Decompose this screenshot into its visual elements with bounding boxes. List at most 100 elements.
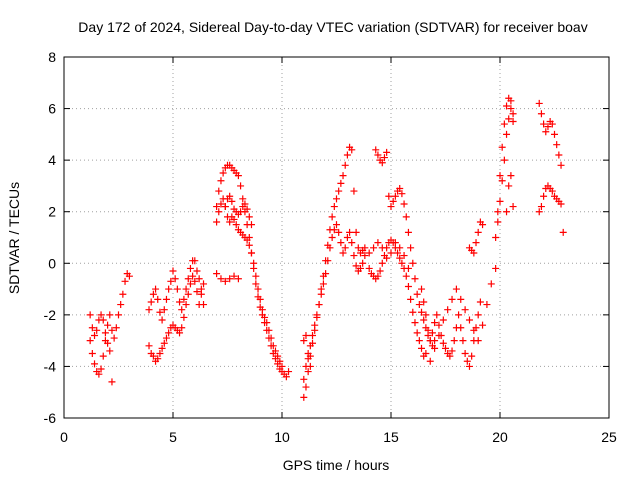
- data-point: [232, 221, 240, 229]
- data-point: [356, 264, 364, 272]
- data-point: [319, 280, 327, 288]
- data-point: [104, 339, 112, 347]
- data-point: [420, 316, 428, 324]
- data-point: [402, 213, 410, 221]
- data-point: [537, 203, 545, 211]
- data-point: [472, 239, 480, 247]
- data-point: [167, 277, 175, 285]
- data-point: [110, 334, 118, 342]
- y-tick-label: 6: [48, 101, 56, 117]
- data-point: [234, 172, 242, 180]
- data-point: [274, 352, 282, 360]
- data-point: [317, 290, 325, 298]
- data-point: [154, 355, 162, 363]
- data-point: [97, 365, 105, 373]
- data-point: [91, 360, 99, 368]
- data-point: [474, 311, 482, 319]
- x-tick-label: 5: [169, 429, 177, 445]
- data-point: [330, 226, 338, 234]
- data-point: [361, 244, 369, 252]
- data-point: [442, 344, 449, 352]
- data-point: [426, 357, 434, 365]
- data-point: [86, 311, 94, 319]
- data-point: [252, 280, 260, 288]
- data-point: [361, 252, 369, 260]
- data-point: [276, 357, 284, 365]
- data-point: [119, 290, 127, 298]
- data-point: [191, 257, 199, 265]
- data-point: [509, 203, 517, 211]
- data-point: [448, 295, 456, 303]
- y-tick-label: 2: [48, 204, 56, 220]
- data-point: [335, 187, 343, 195]
- data-point: [99, 352, 107, 360]
- data-point: [343, 234, 351, 241]
- data-point: [145, 342, 153, 350]
- data-point: [348, 239, 356, 247]
- data-point: [365, 264, 373, 272]
- data-point: [385, 192, 393, 200]
- data-point: [348, 146, 356, 154]
- data-point: [359, 259, 367, 267]
- data-point: [91, 331, 99, 339]
- data-point: [337, 179, 345, 187]
- data-point: [465, 362, 473, 370]
- data-point: [422, 311, 430, 319]
- data-point: [435, 321, 443, 329]
- data-point: [217, 177, 225, 185]
- data-point: [557, 161, 565, 169]
- data-point: [483, 301, 491, 309]
- x-tick-label: 10: [274, 429, 290, 445]
- data-point: [404, 264, 412, 272]
- data-point: [372, 146, 380, 154]
- data-point: [93, 326, 101, 334]
- data-point: [537, 110, 545, 118]
- data-point: [267, 334, 275, 342]
- data-point: [309, 331, 317, 339]
- data-point: [191, 277, 199, 285]
- y-tick-label: 4: [48, 152, 56, 168]
- data-point: [411, 275, 419, 283]
- data-point: [304, 350, 312, 358]
- data-point: [300, 337, 308, 345]
- data-point: [503, 130, 511, 138]
- data-point: [162, 295, 170, 303]
- data-point: [245, 241, 253, 249]
- data-point: [158, 316, 166, 324]
- data-point: [418, 308, 426, 316]
- data-point: [444, 306, 452, 314]
- data-point: [544, 123, 552, 131]
- data-point: [149, 290, 157, 298]
- data-point: [507, 97, 515, 105]
- data-point: [241, 200, 249, 208]
- data-point: [479, 321, 487, 329]
- data-point: [112, 324, 120, 332]
- data-point: [465, 316, 473, 324]
- data-point: [304, 368, 312, 376]
- data-point: [500, 120, 508, 128]
- data-point: [420, 298, 428, 306]
- data-point: [149, 352, 157, 360]
- data-point: [398, 259, 406, 267]
- data-point: [509, 117, 517, 125]
- data-point: [88, 324, 96, 332]
- series-track-t: [503, 172, 517, 216]
- data-point: [474, 337, 482, 345]
- data-point: [162, 334, 170, 342]
- data-point: [409, 308, 417, 316]
- data-point: [494, 208, 502, 216]
- data-point: [492, 234, 500, 241]
- data-point: [285, 368, 293, 376]
- data-point: [350, 187, 358, 195]
- data-point: [193, 267, 201, 275]
- data-point: [413, 329, 421, 337]
- data-point: [431, 319, 439, 327]
- data-point: [383, 254, 391, 262]
- data-point: [505, 182, 513, 190]
- data-point: [387, 203, 395, 211]
- data-point: [193, 288, 201, 296]
- data-point: [496, 197, 504, 205]
- series-track-a: [86, 270, 133, 378]
- data-point: [234, 275, 242, 283]
- data-point: [237, 182, 245, 190]
